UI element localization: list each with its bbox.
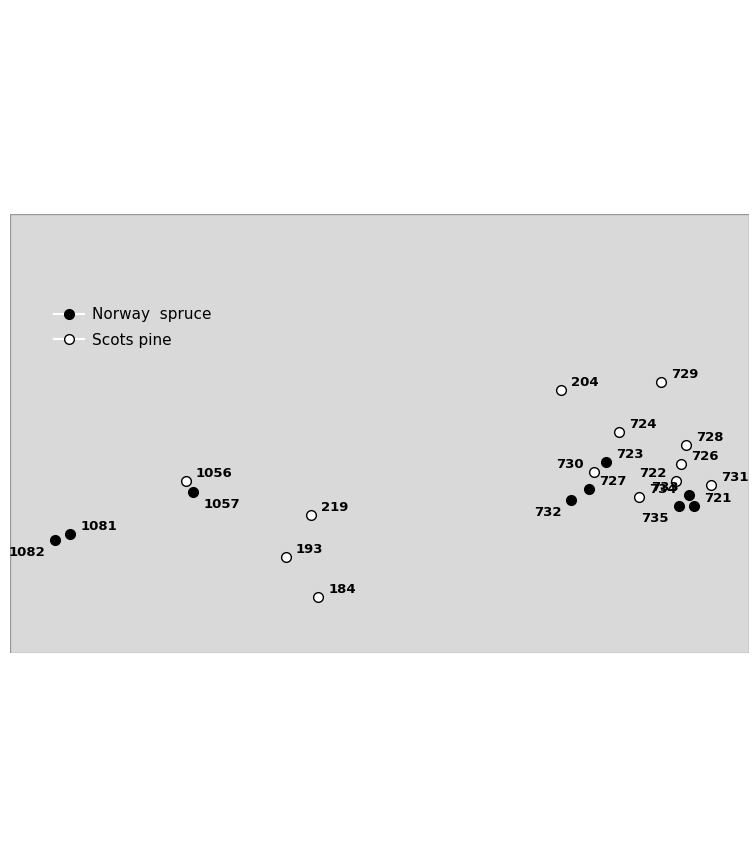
Text: 735: 735 [641,512,669,525]
Text: 724: 724 [629,418,656,431]
Text: 732: 732 [534,505,561,518]
Text: 734: 734 [649,483,677,496]
Text: 726: 726 [692,449,719,462]
Text: 722: 722 [639,467,666,480]
Text: 727: 727 [599,474,626,487]
Text: 730: 730 [556,459,584,472]
Text: 729: 729 [671,368,699,381]
Text: 733: 733 [651,481,679,494]
Text: 723: 723 [616,448,644,461]
Text: 1056: 1056 [196,467,232,480]
Text: 728: 728 [696,431,724,444]
Text: 721: 721 [704,492,731,505]
Text: 1057: 1057 [203,499,240,512]
Legend: Norway  spruce, Scots pine: Norway spruce, Scots pine [48,301,218,354]
Text: 731: 731 [721,471,749,484]
Text: 1082: 1082 [8,546,45,559]
Text: 1081: 1081 [80,519,117,532]
Text: 193: 193 [296,544,324,557]
Text: 219: 219 [321,501,349,514]
Text: 184: 184 [328,583,356,596]
Text: 204: 204 [572,375,599,388]
